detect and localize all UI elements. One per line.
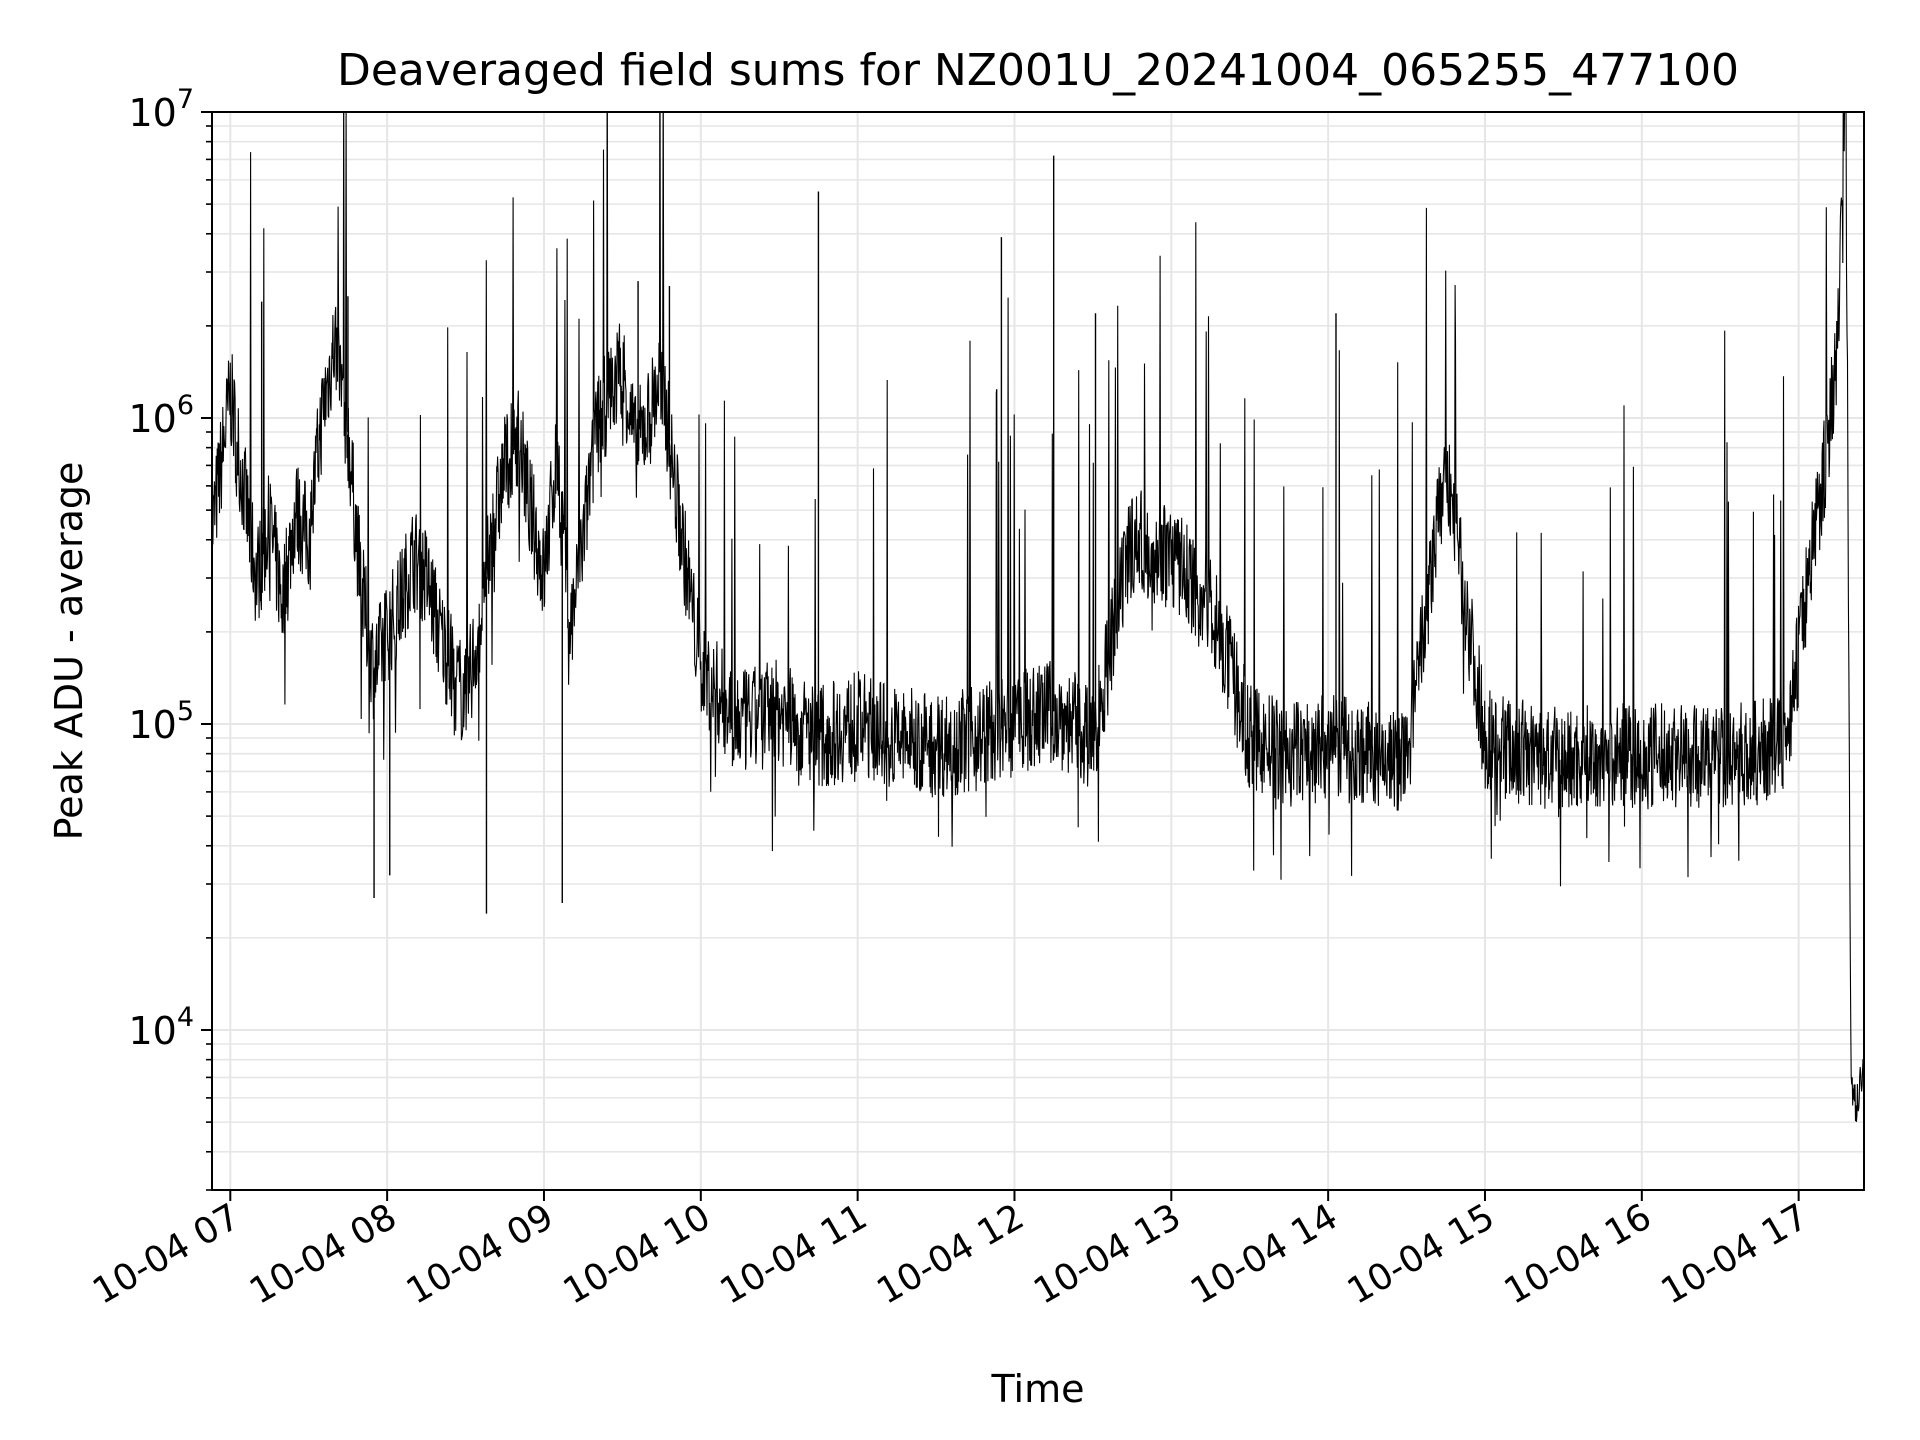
series-group bbox=[212, 112, 1864, 1122]
y-tick-label: 107 bbox=[128, 84, 194, 135]
y-tick-label: 104 bbox=[128, 1002, 194, 1053]
y-tick-label: 105 bbox=[128, 696, 194, 747]
grid-lines bbox=[212, 112, 1864, 1191]
x-axis-label: Time bbox=[991, 1367, 1085, 1411]
y-axis: 104 105 106 107 bbox=[128, 84, 212, 1191]
plot-frame bbox=[211, 111, 1865, 1191]
chart-title: Deaveraged field sums for NZ001U_2024100… bbox=[337, 45, 1739, 96]
y-tick-label: 106 bbox=[128, 390, 194, 441]
series-trace bbox=[212, 112, 1864, 1122]
y-axis-label: Peak ADU - average bbox=[47, 462, 91, 841]
